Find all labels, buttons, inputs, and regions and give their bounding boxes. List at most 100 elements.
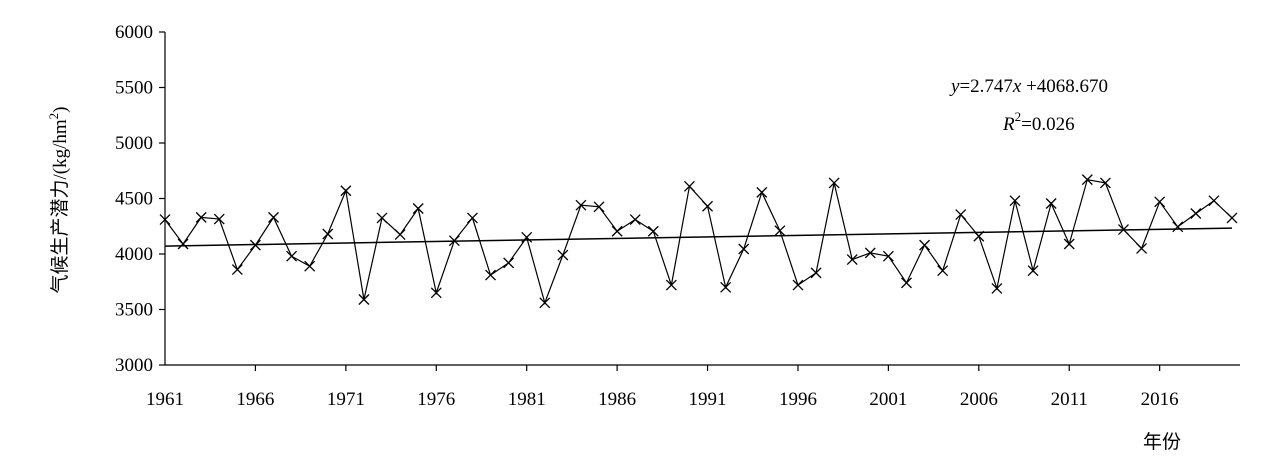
- marker-stroke: [738, 243, 750, 255]
- marker-stroke: [611, 225, 623, 237]
- data-point-marker: [738, 243, 750, 255]
- data-point-marker: [358, 294, 370, 305]
- data-point-marker: [177, 238, 189, 250]
- marker-stroke: [231, 264, 243, 275]
- data-point-marker: [810, 267, 822, 279]
- marker-stroke: [1154, 196, 1166, 208]
- x-tick-label: 2016: [1141, 389, 1179, 410]
- data-point-marker: [1136, 242, 1148, 254]
- data-point-marker: [304, 260, 316, 272]
- data-point-marker: [1081, 174, 1093, 186]
- data-point-marker: [1045, 198, 1057, 209]
- marker-stroke: [702, 200, 714, 212]
- marker-stroke: [720, 281, 732, 293]
- ticks: 3000 3500 4000 4500 5000 5500 6000 1961 1966 1971…: [115, 22, 1179, 410]
- data-point-marker: [249, 239, 261, 251]
- data-point-marker: [1172, 221, 1184, 233]
- marker-stroke: [593, 201, 605, 213]
- data-point-marker: [430, 287, 442, 299]
- marker-stroke: [1208, 195, 1220, 207]
- data-point-marker: [485, 269, 496, 281]
- marker-stroke: [629, 214, 641, 226]
- x-axis-label: 年份: [1143, 431, 1181, 453]
- data-point-marker: [973, 230, 985, 242]
- marker-stroke: [647, 225, 659, 237]
- data-point-marker: [286, 250, 298, 262]
- data-point-marker: [575, 199, 587, 211]
- data-point-marker: [629, 214, 641, 226]
- x-tick-label: 2011: [1051, 389, 1088, 410]
- data-point-marker: [539, 297, 551, 309]
- marker-stroke: [249, 239, 261, 251]
- data-point-marker: [322, 228, 334, 240]
- marker-stroke: [1226, 212, 1238, 224]
- marker-stroke: [919, 239, 931, 251]
- data-point-marker: [394, 229, 406, 241]
- data-point-marker: [901, 277, 912, 289]
- marker-stroke: [213, 213, 225, 225]
- marker-stroke: [683, 180, 695, 192]
- marker-stroke: [828, 177, 840, 189]
- data-point-marker: [1208, 195, 1220, 207]
- data-point-marker: [268, 211, 279, 223]
- marker-stroke: [1009, 195, 1021, 207]
- y-tick-label: 4000: [115, 244, 153, 265]
- marker-stroke: [394, 229, 406, 241]
- x-tick-label: 1971: [327, 389, 365, 410]
- marker-stroke: [937, 265, 949, 277]
- data-point-marker: [340, 185, 352, 197]
- regression-equation: y=2.747x +4068.670: [949, 76, 1108, 97]
- marker-stroke: [430, 287, 442, 299]
- x-tick-label: 1966: [236, 389, 274, 410]
- marker-stroke: [485, 269, 496, 281]
- data-point-marker: [1118, 224, 1129, 236]
- data-point-marker: [756, 186, 768, 198]
- data-point-marker: [159, 214, 171, 226]
- data-point-marker: [466, 212, 478, 224]
- marker-stroke: [774, 225, 786, 237]
- marker-stroke: [448, 235, 460, 247]
- y-axis-label-sup: 2: [46, 113, 61, 120]
- marker-stroke: [1136, 242, 1148, 254]
- y-tick-label: 3000: [115, 355, 153, 376]
- data-point-marker: [864, 247, 876, 259]
- x-tick-label: 1986: [598, 389, 636, 410]
- marker-stroke: [304, 260, 316, 272]
- marker-stroke: [901, 277, 912, 289]
- x-tick-label: 2006: [960, 389, 998, 410]
- data-point-marker: [1063, 238, 1075, 250]
- data-point-marker: [1009, 195, 1021, 207]
- data-point-marker: [593, 201, 605, 213]
- y-axis-label: 气候生产潜力/(kg/hm2): [46, 107, 71, 294]
- y-tick-label: 5000: [115, 133, 153, 154]
- marker-stroke: [1063, 238, 1075, 250]
- data-point-marker: [557, 249, 569, 261]
- y-tick-label: 3500: [115, 300, 153, 321]
- data-point-marker: [412, 203, 424, 214]
- series-polyline: [164, 178, 1233, 305]
- marker-stroke: [756, 186, 768, 198]
- y-tick-label: 4500: [115, 189, 153, 210]
- data-point-marker: [231, 264, 243, 275]
- data-point-marker: [774, 225, 786, 237]
- data-point-marker: [665, 279, 677, 291]
- y-axis-label-main: 气候生产潜力/(kg/hm: [49, 119, 71, 293]
- data-point-marker: [683, 180, 695, 192]
- data-point-marker: [213, 213, 225, 225]
- data-point-marker: [720, 281, 732, 293]
- data-point-marker: [937, 265, 949, 277]
- marker-stroke: [322, 228, 334, 240]
- marker-stroke: [539, 297, 551, 309]
- marker-stroke: [412, 203, 424, 214]
- trendline: [164, 227, 1233, 247]
- data-point-marker: [882, 250, 894, 262]
- x-tick-label: 1991: [689, 389, 727, 410]
- marker-stroke: [358, 294, 370, 305]
- data-point-marker: [1226, 212, 1238, 224]
- data-point-marker: [846, 254, 858, 266]
- data-point-marker: [521, 231, 533, 243]
- data-point-marker: [702, 200, 714, 212]
- trendline-line: [164, 227, 1233, 247]
- data-point-marker: [828, 177, 840, 189]
